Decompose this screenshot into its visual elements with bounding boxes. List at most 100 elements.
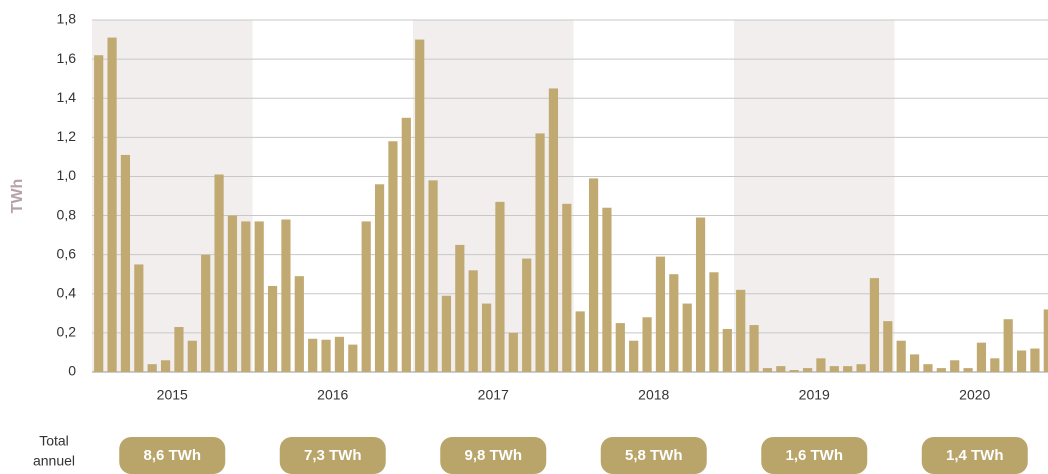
bar — [455, 244, 465, 372]
total-value: 8,6 TWh — [143, 447, 201, 464]
total-value: 7,3 TWh — [304, 447, 362, 464]
bar — [909, 354, 920, 372]
year-shade — [92, 20, 253, 372]
bar — [214, 174, 224, 372]
bar — [950, 360, 960, 372]
x-tick-label: 2015 — [157, 387, 188, 403]
bar — [361, 221, 371, 372]
bar — [522, 258, 532, 372]
y-tick-label: 1,4 — [57, 89, 77, 105]
x-tick-label: 2020 — [959, 387, 990, 403]
bar — [682, 303, 692, 372]
bar — [401, 117, 411, 373]
bar — [254, 221, 264, 372]
bar — [869, 278, 880, 372]
bar — [415, 39, 425, 373]
bar — [147, 364, 157, 372]
bar — [1016, 350, 1027, 372]
bar — [160, 360, 171, 372]
bar — [829, 366, 839, 372]
x-tick-label: 2018 — [638, 387, 669, 403]
bar — [428, 180, 438, 372]
bar — [1043, 309, 1048, 372]
x-tick-label: 2017 — [478, 387, 509, 403]
bar — [174, 327, 184, 372]
total-value: 5,8 TWh — [625, 447, 683, 464]
bar — [508, 332, 518, 372]
bar — [281, 219, 291, 372]
bar — [615, 323, 625, 372]
bar — [388, 141, 398, 372]
bar — [789, 370, 799, 372]
y-tick-label: 0 — [68, 363, 76, 379]
bar — [562, 203, 572, 372]
bar — [201, 254, 211, 372]
bar — [588, 178, 599, 372]
y-tick-label: 0,6 — [57, 245, 77, 261]
y-tick-label: 1,0 — [57, 167, 77, 183]
bar — [267, 285, 278, 372]
bar — [736, 289, 746, 372]
year-shade — [413, 20, 574, 372]
y-tick-label: 1,2 — [57, 128, 77, 144]
year-shade — [734, 20, 895, 372]
bar — [883, 321, 893, 372]
bar — [749, 325, 759, 372]
bar — [187, 340, 197, 372]
bar — [441, 295, 452, 372]
totals-label: Total — [39, 433, 69, 449]
bar — [134, 264, 144, 372]
total-pill — [440, 437, 547, 474]
totals-label: annuel — [33, 453, 75, 469]
bar — [669, 274, 679, 372]
total-value: 1,6 TWh — [785, 447, 843, 464]
bar — [896, 340, 906, 372]
total-value: 1,4 TWh — [946, 447, 1004, 464]
bar — [936, 368, 946, 372]
y-tick-label: 0,8 — [57, 206, 77, 222]
bar — [629, 340, 639, 372]
bar — [535, 133, 545, 372]
total-pill — [921, 437, 1028, 474]
bar — [923, 364, 933, 372]
total-pill — [279, 437, 386, 474]
bar — [548, 88, 559, 372]
total-pill — [761, 437, 868, 474]
bar — [802, 368, 813, 372]
bar — [575, 311, 585, 372]
total-pill — [600, 437, 707, 474]
bar — [602, 207, 612, 372]
bar — [241, 221, 251, 372]
total-value: 9,8 TWh — [464, 447, 522, 464]
bar — [976, 342, 987, 372]
bar — [762, 368, 773, 372]
bar — [294, 276, 304, 372]
bar — [990, 358, 1000, 372]
bar — [1003, 319, 1013, 372]
bar — [227, 215, 238, 372]
bar — [120, 154, 131, 372]
bar — [642, 317, 652, 372]
y-axis-label: TWh — [9, 179, 26, 214]
bar — [776, 366, 786, 372]
bar — [321, 339, 331, 372]
bar — [94, 55, 104, 372]
y-tick-label: 1,6 — [57, 50, 77, 66]
bar — [481, 303, 492, 372]
bar — [495, 201, 505, 372]
bar — [816, 358, 826, 372]
total-pill — [119, 437, 226, 474]
y-tick-label: 0,2 — [57, 324, 77, 340]
bar — [843, 366, 853, 372]
bar — [722, 328, 732, 372]
bar — [856, 364, 866, 372]
bar — [374, 184, 385, 372]
bar — [334, 336, 345, 372]
bar — [348, 344, 358, 372]
y-tick-label: 1,8 — [57, 11, 77, 27]
bar — [695, 217, 706, 372]
bar — [308, 338, 318, 372]
bar — [655, 256, 666, 372]
x-tick-label: 2019 — [799, 387, 830, 403]
